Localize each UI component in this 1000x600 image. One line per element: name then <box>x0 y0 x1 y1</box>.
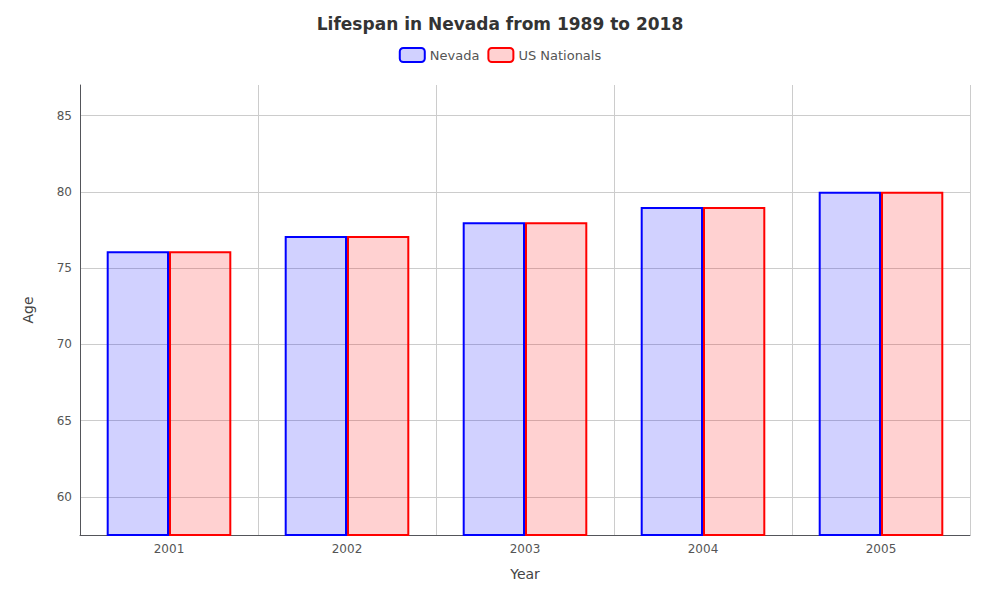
svg-text:2004: 2004 <box>688 542 719 556</box>
svg-text:80: 80 <box>57 185 72 199</box>
svg-text:2005: 2005 <box>866 542 897 556</box>
svg-text:Nevada: Nevada <box>430 48 480 63</box>
svg-text:US Nationals: US Nationals <box>518 48 601 63</box>
svg-text:75: 75 <box>57 261 72 275</box>
svg-text:2003: 2003 <box>510 542 541 556</box>
svg-text:2002: 2002 <box>332 542 363 556</box>
svg-text:Year: Year <box>509 566 540 582</box>
svg-text:60: 60 <box>57 490 72 504</box>
svg-text:Lifespan in Nevada from 1989 t: Lifespan in Nevada from 1989 to 2018 <box>317 14 683 34</box>
svg-text:85: 85 <box>57 109 72 123</box>
svg-text:2001: 2001 <box>154 542 185 556</box>
svg-text:Age: Age <box>20 296 36 323</box>
svg-text:70: 70 <box>57 337 72 351</box>
svg-text:65: 65 <box>57 414 72 428</box>
